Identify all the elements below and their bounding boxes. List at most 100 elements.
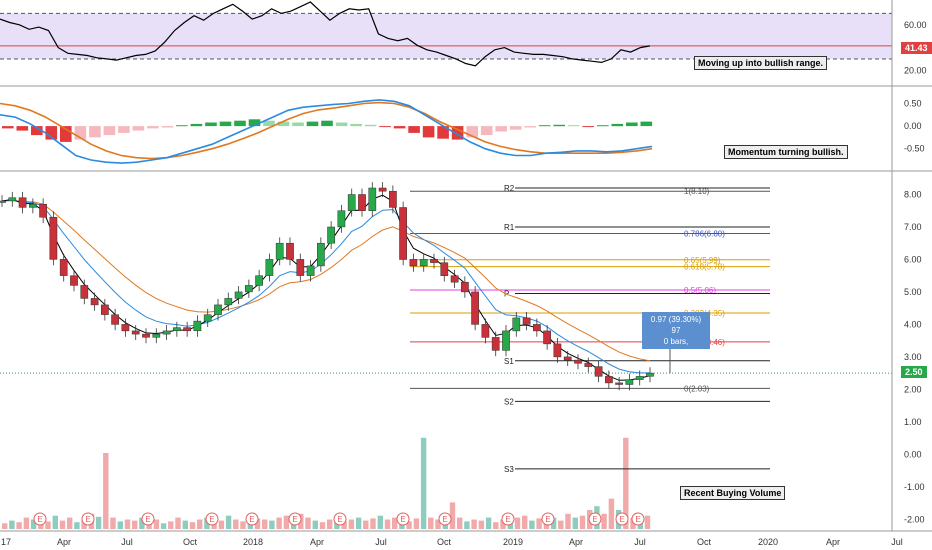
macd-panel: 0.50 0.00 -0.50 [0,99,925,164]
volume-bar [240,521,246,529]
earnings-marker [396,512,410,526]
x-tick-label: Oct [183,537,198,547]
volume-bar [630,517,636,529]
macd-histogram-bar [451,126,464,140]
price-y-tick: 8.00 [904,189,922,199]
x-tick-label: 2018 [243,537,263,547]
volume-bar [341,521,347,529]
candle-body [234,291,243,299]
macd-histogram-bar [408,126,420,133]
macd-histogram-bar [524,126,536,128]
earnings-marker-glyph: E [37,515,42,524]
candle-body [152,333,161,338]
x-tick-label: Jul [891,537,903,547]
macd-histogram-bar [74,126,87,140]
candle-body [8,197,17,202]
volume-bar [103,453,109,529]
candle-body [224,298,233,306]
candle-body [512,317,521,332]
candle-body [522,317,531,325]
volume-bar [305,517,311,529]
candle-body [183,327,191,332]
earnings-marker [33,512,47,526]
rsi-annotation: Moving up into bullish range. [694,56,827,70]
earnings-marker-glyph: E [505,515,510,524]
volume-bar [74,522,80,529]
x-tick-label: Apr [826,537,840,547]
price-y-tick: 3.00 [904,352,922,362]
volume-bar [81,519,87,529]
macd-histogram-bar [379,126,391,128]
macd-histogram-bar [466,126,478,138]
candle-body [574,359,582,364]
x-tick-label: Jul [121,537,133,547]
volume-bar [363,520,369,529]
candle-body [111,314,119,325]
volume-bar [67,517,73,529]
macd-y-tick: 0.50 [904,99,922,109]
volume-bar [529,520,535,529]
volume-bar [283,515,290,529]
candle-body [419,259,428,267]
volume-bar [493,522,499,529]
macd-histogram-bar [306,121,319,127]
candle-body [450,275,459,283]
volume-bar [435,519,441,529]
x-tick-label: Oct [697,537,712,547]
volume-bar [319,522,326,529]
volume-bar [327,519,333,529]
macd-histogram-bar [480,126,493,136]
volume-bar [464,521,470,529]
volume-bar [9,520,15,529]
volume-bar [182,520,188,529]
macd-histogram-bar [626,122,638,127]
volume-bar [348,519,355,529]
candle-body [306,265,315,276]
volume-bar [197,519,203,529]
macd-histogram-bar [31,126,43,136]
price-panel: E E E E E E E E E E E E E E 1(8.10) 0.786(6.80) 0.65(5.9… [0,182,925,529]
price-y-tick: 6.00 [904,254,922,264]
price-y-tick: 7.00 [904,222,922,232]
earnings-marker-glyph: E [442,515,447,524]
volume-bar [384,519,391,529]
macd-histogram-bar [553,124,565,127]
volume-bar [269,520,275,529]
volume-bar [23,517,30,529]
rsi-value-badge: 41.43 [901,42,932,54]
candle-body [173,327,181,332]
macd-y-tick: -0.50 [904,144,925,154]
volume-bar [153,519,160,529]
volume-bar [572,517,578,529]
candle-body [481,324,490,338]
candle-body [80,285,89,299]
price-y-tick: -1.00 [904,482,925,492]
volume-bar [175,517,181,529]
candle-body [471,291,479,325]
volume-bar [507,521,513,529]
macd-histogram-bar [60,126,72,142]
candle-body [358,194,366,211]
volume-bar [478,520,485,529]
macd-histogram-bar [132,126,145,131]
macd-histogram-bar [509,126,522,130]
macd-line [0,99,653,164]
pivot-label: S1 [504,357,514,366]
volume-bar [500,519,506,529]
macd-y-tick: 0.00 [904,121,922,131]
candle-body [142,333,150,338]
price-y-tick: 2.00 [904,384,922,394]
macd-histogram-bar [118,126,130,133]
candle-body [214,304,222,315]
candle-body [90,298,99,306]
volume-bar [457,517,463,529]
macd-histogram-bar [147,126,159,129]
volume-bar [218,520,225,529]
volume-bar [59,520,66,529]
macd-histogram-bar [190,123,203,127]
candle-body [245,285,253,293]
earnings-marker [588,512,602,526]
volume-bar [233,519,239,529]
candle-body [389,190,397,208]
